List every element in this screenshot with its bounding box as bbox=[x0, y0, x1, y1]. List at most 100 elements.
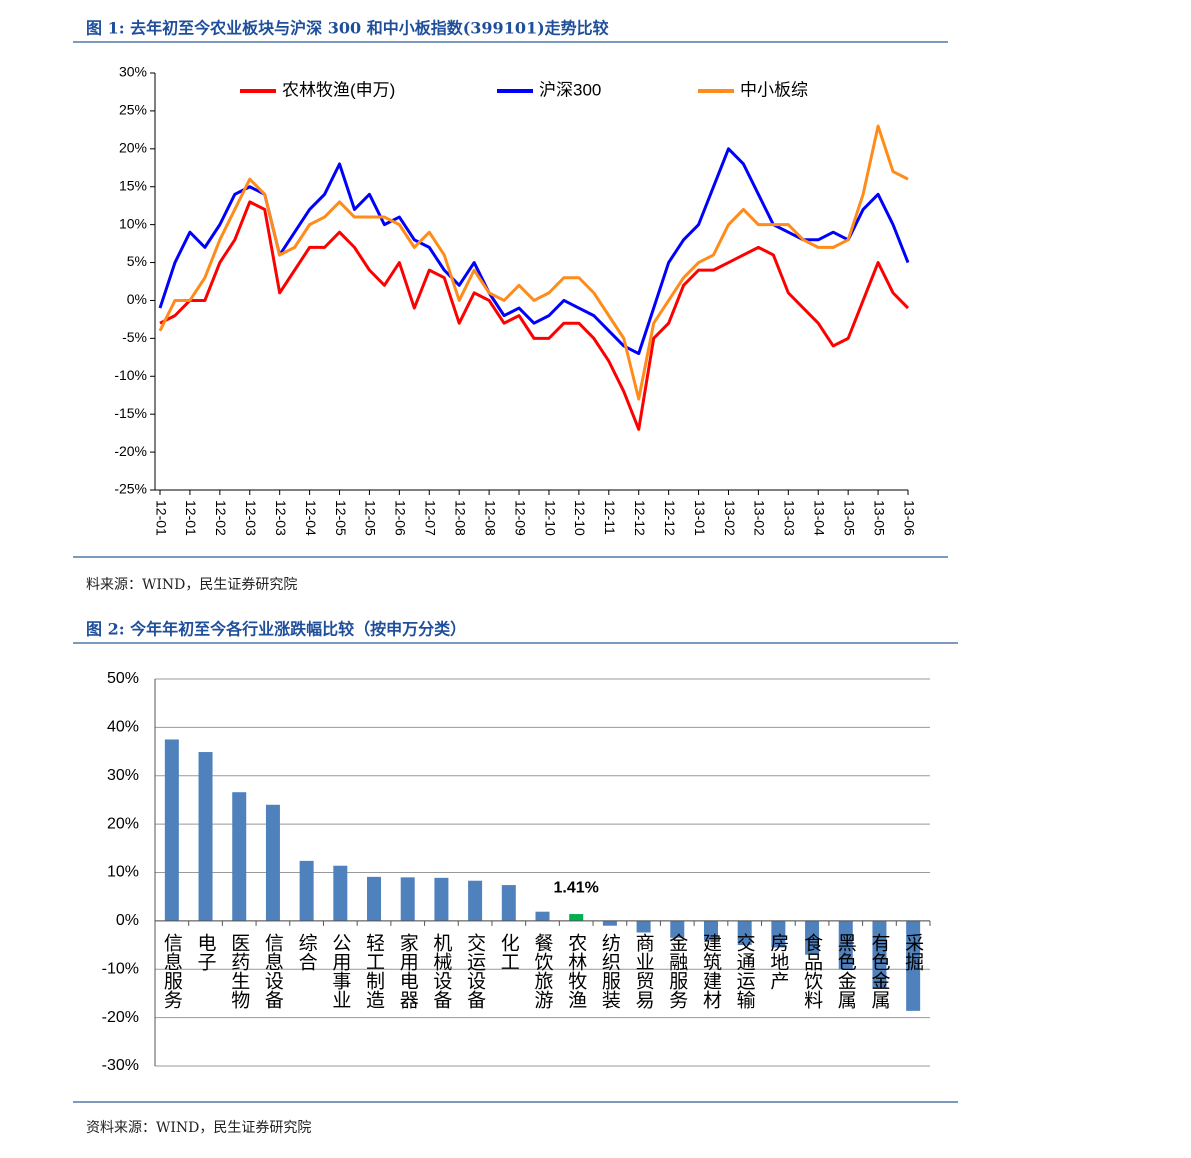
y-tick-label: 25% bbox=[119, 102, 147, 118]
y-tick-label: 15% bbox=[119, 177, 147, 193]
bar bbox=[265, 804, 280, 921]
y-tick-label: -20% bbox=[102, 1009, 139, 1026]
x-tick-label: 综合 bbox=[296, 933, 318, 971]
x-tick-label: 12-08 bbox=[452, 500, 468, 536]
x-tick-label: 12-06 bbox=[393, 500, 409, 536]
x-tick-label: 采掘 bbox=[902, 933, 924, 971]
x-tick-label: 12-10 bbox=[542, 500, 558, 536]
x-tick-label: 食品饮料 bbox=[801, 933, 823, 1009]
y-tick-label: 30% bbox=[119, 64, 147, 80]
y-tick-label: -10% bbox=[102, 960, 139, 977]
x-tick-label: 12-12 bbox=[662, 500, 678, 536]
bar bbox=[636, 920, 651, 933]
x-tick-label: 12-08 bbox=[482, 500, 498, 536]
x-tick-label: 12-09 bbox=[512, 500, 528, 536]
x-tick-label: 13-06 bbox=[901, 500, 917, 536]
x-tick-label: 12-02 bbox=[213, 500, 229, 536]
x-tick-label: 12-07 bbox=[423, 500, 439, 536]
bar bbox=[703, 920, 718, 941]
x-tick-label: 12-01 bbox=[183, 500, 199, 536]
x-tick-label: 化工 bbox=[498, 933, 520, 971]
x-tick-label: 轻工制造 bbox=[363, 933, 385, 1009]
x-tick-label: 医药生物 bbox=[228, 933, 250, 1009]
x-tick-label: 12-05 bbox=[333, 500, 349, 536]
x-tick-label: 交通运输 bbox=[734, 933, 756, 1009]
x-tick-label: 12-03 bbox=[243, 500, 259, 536]
bar bbox=[198, 752, 213, 921]
y-tick-label: 10% bbox=[107, 864, 139, 881]
y-tick-label: 20% bbox=[107, 815, 139, 832]
x-tick-label: 纺织服装 bbox=[599, 933, 621, 1009]
x-tick-label: 信息服务 bbox=[161, 933, 183, 1009]
x-tick-label: 电子 bbox=[195, 933, 217, 971]
x-tick-label: 黑色金属 bbox=[835, 933, 857, 1010]
x-tick-label: 13-02 bbox=[752, 500, 768, 536]
y-tick-label: -30% bbox=[102, 1057, 139, 1074]
y-tick-label: 30% bbox=[107, 767, 139, 784]
bar bbox=[771, 920, 786, 948]
y-tick-label: 5% bbox=[127, 253, 147, 269]
bar bbox=[838, 920, 853, 970]
figure-title: 图 1: 去年初至今农业板块与沪深 300 和中小板指数(399101)走势比较 bbox=[86, 19, 609, 38]
x-tick-label: 12-12 bbox=[632, 500, 648, 536]
bar bbox=[535, 911, 550, 921]
bar bbox=[333, 865, 348, 921]
bar bbox=[232, 792, 247, 921]
x-tick-label: 家用电器 bbox=[397, 933, 419, 1009]
source: 资料来源：WIND，民生证券研究院 bbox=[86, 1120, 311, 1136]
x-tick-label: 12-10 bbox=[572, 500, 588, 536]
y-tick-label: -5% bbox=[122, 329, 147, 345]
figure-title: 图 2: 今年年初至今各行业涨跌幅比较（按申万分类） bbox=[86, 620, 466, 639]
y-tick-label: 50% bbox=[107, 670, 139, 687]
x-tick-label: 商业贸易 bbox=[633, 933, 655, 1010]
bar bbox=[299, 860, 314, 921]
x-tick-label: 建筑建材 bbox=[700, 933, 722, 1009]
legend-label: 沪深300 bbox=[539, 80, 601, 99]
bar bbox=[367, 876, 382, 921]
source: 料来源：WIND，民生证券研究院 bbox=[86, 577, 297, 593]
value-label: 1.41% bbox=[554, 879, 599, 896]
series-line bbox=[158, 147, 910, 356]
x-tick-label: 13-05 bbox=[871, 500, 887, 536]
y-tick-label: -15% bbox=[114, 405, 147, 421]
y-tick-label: -10% bbox=[114, 367, 147, 383]
x-tick-label: 13-04 bbox=[812, 500, 828, 536]
x-tick-label: 机械设备 bbox=[430, 933, 452, 1009]
bar bbox=[906, 920, 921, 1011]
x-tick-label: 12-11 bbox=[602, 500, 618, 535]
x-tick-label: 公用事业 bbox=[329, 933, 351, 1009]
bar bbox=[737, 920, 752, 946]
x-tick-label: 有色金属 bbox=[868, 933, 890, 1010]
x-tick-label: 餐饮旅游 bbox=[532, 933, 554, 1009]
series-line bbox=[159, 200, 910, 431]
y-tick-label: 10% bbox=[119, 215, 147, 231]
bar bbox=[569, 914, 584, 921]
x-tick-label: 房地产 bbox=[767, 933, 789, 990]
x-tick-label: 13-01 bbox=[692, 500, 708, 536]
bar bbox=[468, 880, 483, 921]
bar bbox=[805, 920, 820, 955]
legend-label: 农林牧渔(申万) bbox=[282, 80, 395, 99]
bar bbox=[434, 877, 449, 921]
bar bbox=[872, 920, 887, 989]
x-tick-label: 金融服务 bbox=[666, 933, 688, 1009]
bar bbox=[602, 920, 617, 926]
x-tick-label: 12-04 bbox=[303, 500, 319, 536]
y-tick-label: -20% bbox=[114, 443, 147, 459]
y-tick-label: -25% bbox=[114, 481, 147, 497]
bar bbox=[164, 739, 179, 921]
x-tick-label: 13-02 bbox=[722, 500, 738, 536]
y-tick-label: 40% bbox=[107, 719, 139, 736]
x-tick-label: 13-05 bbox=[841, 500, 857, 536]
x-tick-label: 12-01 bbox=[153, 500, 169, 536]
x-tick-label: 交运设备 bbox=[464, 933, 486, 1009]
y-tick-label: 20% bbox=[119, 140, 147, 156]
y-tick-label: 0% bbox=[127, 291, 147, 307]
x-tick-label: 13-03 bbox=[782, 500, 798, 536]
x-tick-label: 12-03 bbox=[273, 500, 289, 536]
bar bbox=[670, 920, 685, 938]
legend-label: 中小板综 bbox=[740, 80, 808, 99]
x-tick-label: 农林牧渔 bbox=[565, 933, 587, 1009]
x-tick-label: 12-05 bbox=[363, 500, 379, 536]
